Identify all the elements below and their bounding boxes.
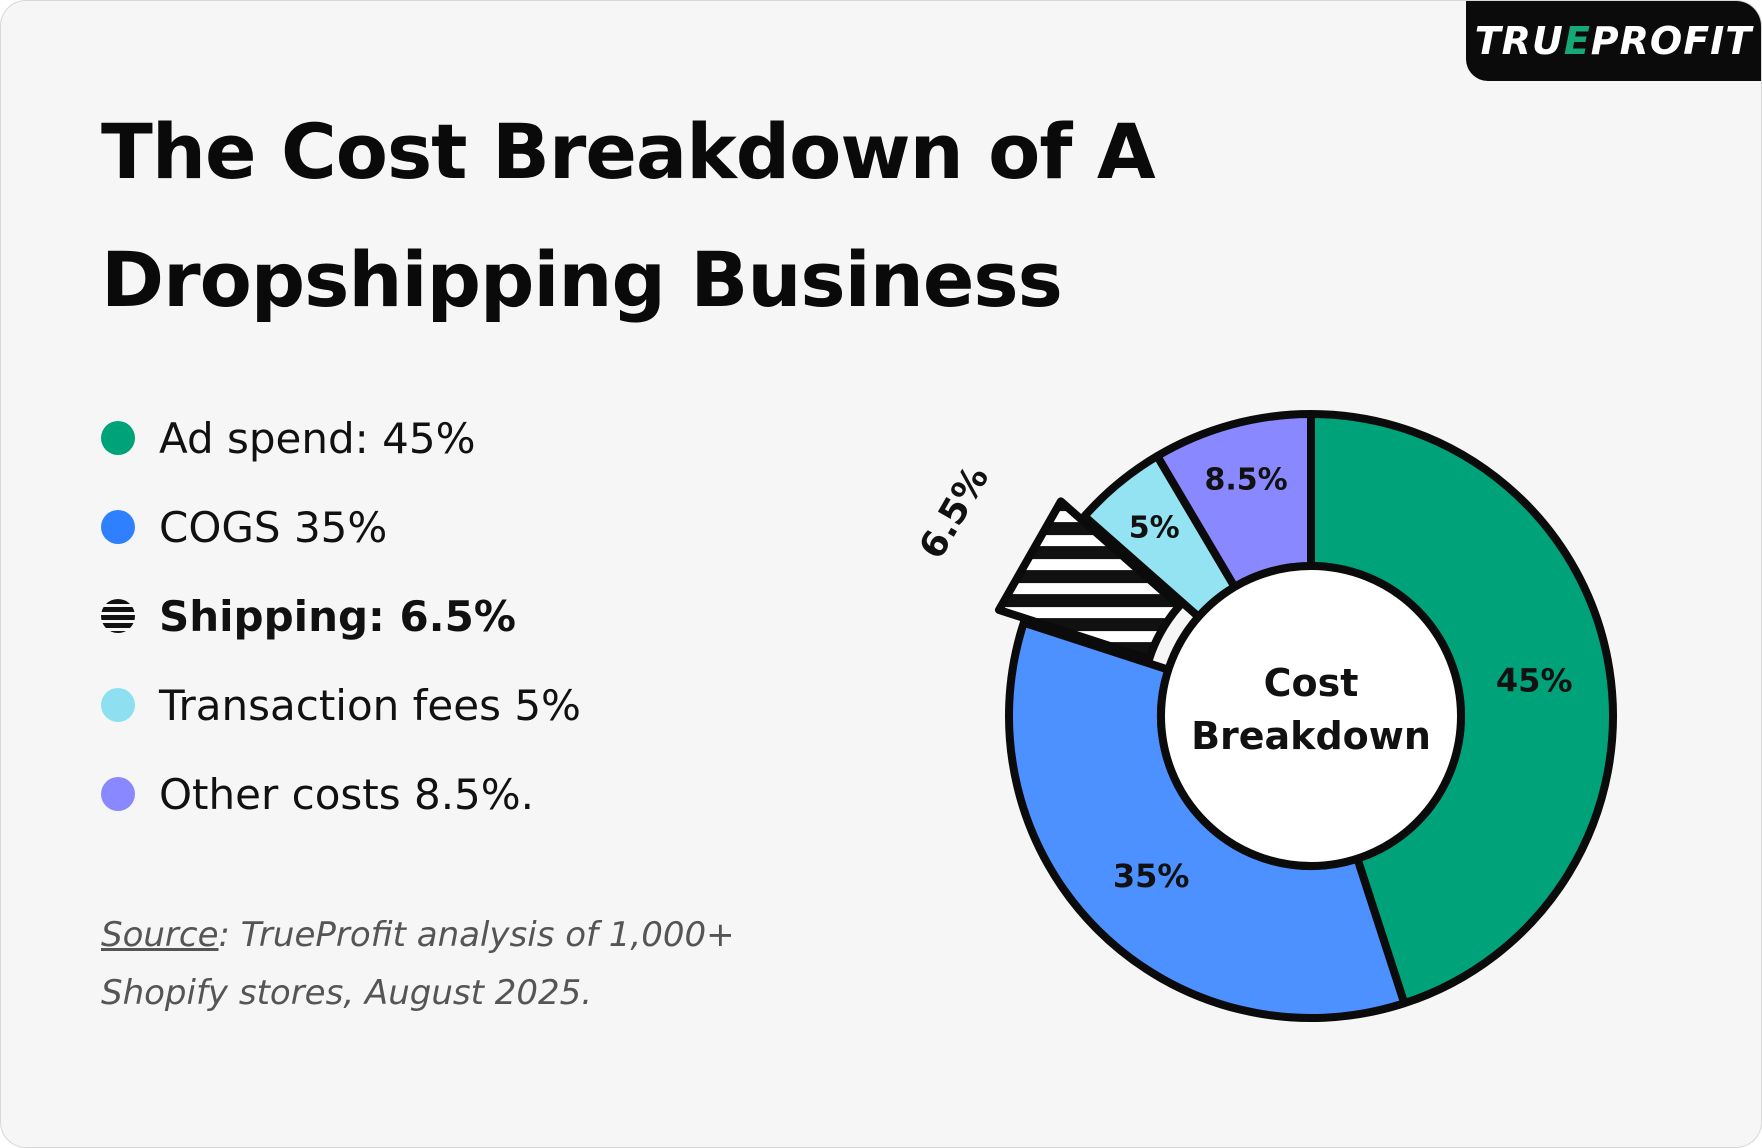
title-line-1: The Cost Breakdown of A	[101, 107, 1156, 196]
source-text: : TrueProfit analysis of 1,000+ Shopify …	[101, 915, 735, 1013]
source-note: Source: TrueProfit analysis of 1,000+ Sh…	[101, 906, 801, 1022]
legend-swatch-transaction-fees	[101, 688, 135, 722]
center-label-line-1: Cost	[1264, 661, 1359, 705]
donut-chart: 45% 35% 6.5% 5% 8.5% Cost Breakdown	[912, 410, 1617, 1022]
data-label-transaction-fees: 5%	[1129, 510, 1180, 545]
logo-text-start: TRU	[1474, 19, 1564, 63]
legend-item-ad-spend: Ad spend: 45%	[101, 408, 476, 468]
title-line-2: Dropshipping Business	[101, 235, 1063, 324]
logo-text-end: PROFIT	[1590, 19, 1753, 63]
legend-label-transaction-fees: Transaction fees 5%	[159, 680, 581, 730]
legend-item-other-costs: Other costs 8.5%.	[101, 764, 534, 824]
data-label-cogs: 35%	[1113, 857, 1190, 895]
slice-shipping	[994, 497, 1184, 663]
data-label-ad-spend: 45%	[1496, 662, 1573, 700]
logo-text-accent: E	[1563, 19, 1591, 63]
data-label-shipping: 6.5%	[912, 459, 997, 566]
legend-label-ad-spend: Ad spend: 45%	[159, 413, 476, 463]
donut-hole	[1157, 562, 1465, 870]
legend-label-other-costs: Other costs 8.5%.	[159, 769, 535, 819]
legend-swatch-cogs	[101, 510, 135, 544]
legend-swatch-shipping	[101, 599, 135, 633]
page-title: The Cost Breakdown of A Dropshipping Bus…	[101, 101, 1201, 356]
center-label-line-2: Breakdown	[1191, 714, 1431, 758]
source-key: Source	[101, 915, 219, 955]
legend-swatch-ad-spend	[101, 421, 135, 455]
legend-item-shipping: Shipping: 6.5%	[101, 586, 516, 646]
trueprofit-logo: TRU E PROFIT	[1466, 1, 1761, 81]
legend-item-transaction-fees: Transaction fees 5%	[101, 675, 581, 735]
data-label-other-costs: 8.5%	[1204, 463, 1287, 498]
donut-slices	[994, 410, 1617, 1022]
legend-swatch-other-costs	[101, 777, 135, 811]
legend-item-cogs: COGS 35%	[101, 497, 387, 557]
legend-label-shipping: Shipping: 6.5%	[159, 591, 516, 641]
legend-label-cogs: COGS 35%	[159, 502, 388, 552]
